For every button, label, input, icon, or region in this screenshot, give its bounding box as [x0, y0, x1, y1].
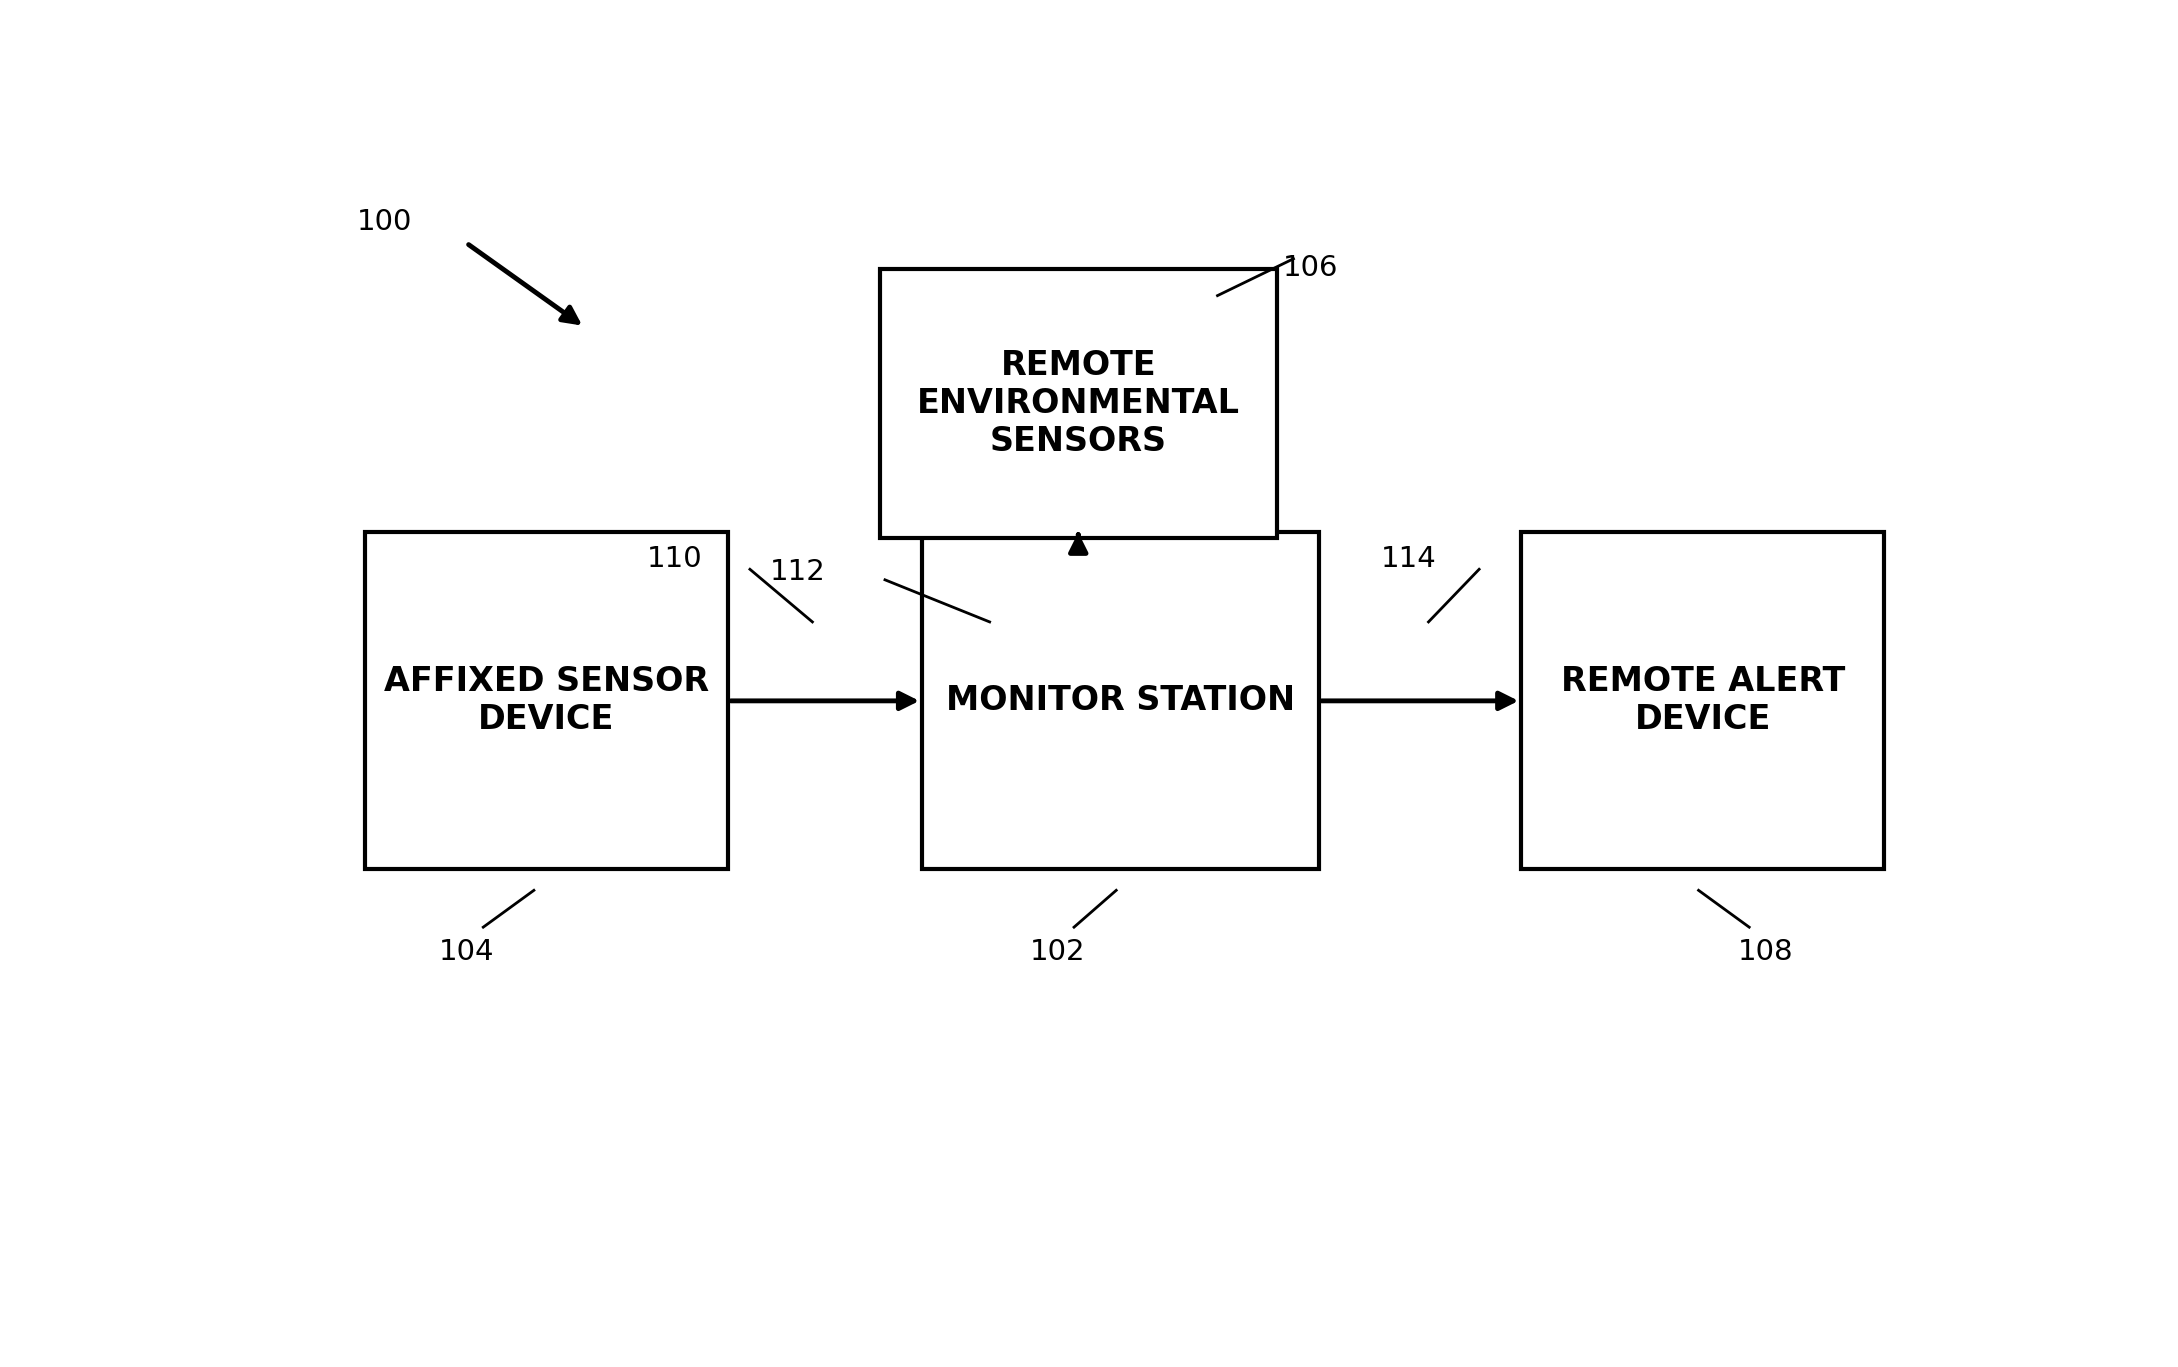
Bar — [921, 532, 1320, 869]
Text: MONITOR STATION: MONITOR STATION — [945, 685, 1296, 718]
Text: 110: 110 — [647, 545, 703, 573]
Text: 104: 104 — [438, 938, 494, 965]
Text: 114: 114 — [1381, 545, 1437, 573]
Text: AFFIXED SENSOR
DEVICE: AFFIXED SENSOR DEVICE — [383, 666, 710, 737]
Text: 100: 100 — [357, 208, 412, 236]
Bar — [366, 532, 727, 869]
Text: REMOTE ALERT
DEVICE: REMOTE ALERT DEVICE — [1562, 666, 1845, 737]
Text: REMOTE
ENVIRONMENTAL
SENSORS: REMOTE ENVIRONMENTAL SENSORS — [917, 349, 1239, 458]
Text: 108: 108 — [1738, 938, 1795, 965]
Bar — [880, 269, 1276, 537]
Text: 102: 102 — [1030, 938, 1085, 965]
Text: 106: 106 — [1283, 253, 1337, 282]
Bar — [1520, 532, 1884, 869]
Text: 112: 112 — [771, 559, 825, 586]
